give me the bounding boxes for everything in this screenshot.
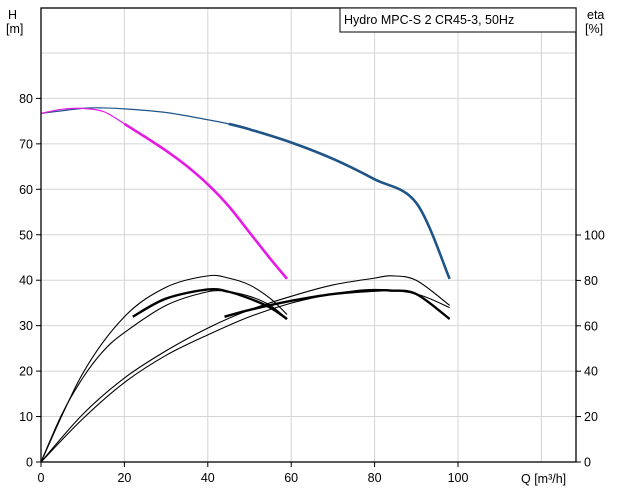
right-tick-label: 80	[584, 274, 598, 288]
left-tick-label: 70	[19, 137, 33, 151]
curves	[40, 107, 451, 463]
left-tick-labels: 0 10 20 30 40 50 60 70 80	[19, 92, 41, 470]
x-tick-label: 20	[117, 471, 131, 485]
chart-title: Hydro MPC-S 2 CR45-3, 50Hz	[344, 13, 514, 27]
curve-4	[40, 274, 288, 463]
left-tick-label: 50	[19, 228, 33, 242]
curve-7	[40, 275, 450, 463]
left-tick-label: 60	[19, 183, 33, 197]
x-axis-label: Q [m³/h]	[521, 472, 566, 486]
right-tick-label: 60	[584, 319, 598, 333]
x-tick-labels: 0 20 40 60 80 100	[38, 462, 469, 485]
left-tick-label: 30	[19, 319, 33, 333]
left-tick-label: 0	[26, 456, 33, 470]
curve-0	[40, 107, 229, 125]
right-axis-unit: [%]	[585, 22, 603, 36]
left-tick-label: 20	[19, 365, 33, 379]
curve-1	[228, 122, 451, 280]
x-tick-label: 80	[368, 471, 382, 485]
x-tick-label: 60	[284, 471, 298, 485]
right-tick-label: 40	[584, 365, 598, 379]
right-axis-symbol: eta	[587, 8, 604, 22]
x-tick-label: 100	[448, 471, 469, 485]
curve-9	[224, 288, 451, 320]
left-tick-label: 80	[19, 92, 33, 106]
grid-lines	[41, 8, 576, 462]
curve-8	[40, 288, 450, 463]
curve-6	[132, 287, 288, 320]
left-axis-unit: [m]	[6, 22, 23, 36]
x-tick-label: 0	[38, 471, 45, 485]
curve-2	[40, 107, 125, 125]
left-tick-label: 40	[19, 274, 33, 288]
left-tick-label: 10	[19, 410, 33, 424]
right-tick-labels: 0 20 40 60 80 100	[576, 229, 605, 470]
curve-5	[40, 290, 288, 463]
left-axis-symbol: H	[8, 8, 17, 22]
right-tick-label: 100	[584, 229, 605, 243]
x-tick-label: 40	[201, 471, 215, 485]
chart-title-box: Hydro MPC-S 2 CR45-3, 50Hz	[339, 7, 577, 33]
right-tick-label: 20	[584, 410, 598, 424]
curve-3	[123, 122, 289, 280]
right-tick-label: 0	[584, 456, 591, 470]
